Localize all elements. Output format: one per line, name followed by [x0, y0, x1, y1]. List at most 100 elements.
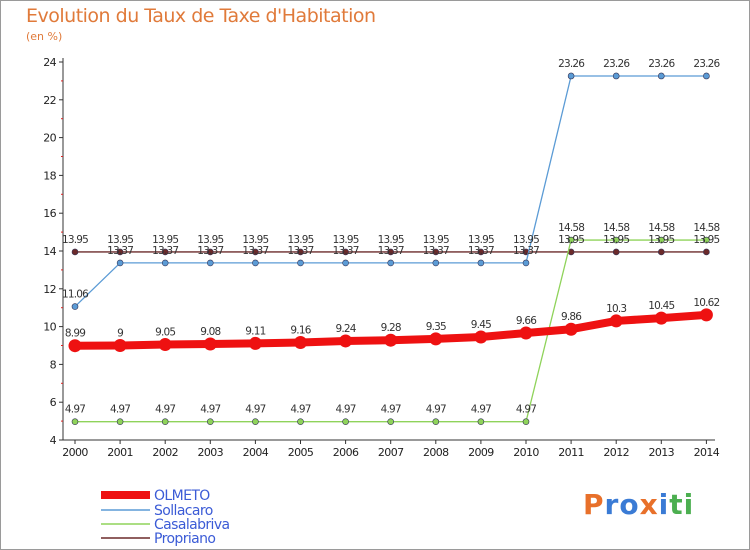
x-tick-label: 2014 [694, 446, 720, 459]
data-point [116, 248, 124, 256]
x-tick-label: 2003 [197, 446, 223, 459]
data-label: 13.37 [197, 245, 223, 257]
series-line-sollacaro [74, 75, 708, 308]
data-label: 4.97 [65, 404, 85, 416]
y-tick-label: 24 [43, 56, 56, 69]
data-label: 13.37 [333, 245, 359, 257]
legend-label: Sollacaro [154, 503, 213, 519]
x-tick-label: 2005 [288, 446, 314, 459]
data-label: 13.37 [242, 245, 268, 257]
data-point [567, 236, 575, 244]
data-point [432, 248, 440, 256]
x-tick-label: 2006 [333, 446, 359, 459]
data-point [522, 418, 530, 425]
data-point [342, 418, 349, 425]
data-point [294, 335, 307, 349]
y-tick-label: 16 [43, 207, 56, 220]
chart-title: Evolution du Taux de Taxe d'Habitation [26, 5, 376, 27]
data-label: 4.97 [516, 404, 536, 416]
data-label: 13.37 [152, 245, 178, 257]
data-label: 13.95 [693, 234, 719, 246]
data-point [703, 236, 710, 244]
data-point [654, 311, 668, 325]
data-point [519, 326, 533, 340]
data-point [387, 259, 395, 267]
data-point [342, 259, 349, 267]
data-point [657, 236, 665, 244]
data-point [657, 72, 665, 80]
data-label: 13.95 [107, 234, 133, 246]
data-label: 23.26 [558, 58, 585, 70]
x-tick-label: 2002 [152, 446, 178, 459]
data-point [387, 418, 395, 425]
proxiti-logo: Proxiti [583, 488, 694, 521]
data-label: 11.06 [62, 289, 89, 301]
data-point [387, 248, 395, 256]
data-point [71, 248, 79, 256]
data-label: 9.86 [561, 311, 582, 323]
data-point [203, 337, 217, 351]
y-tick-label: 18 [43, 169, 56, 182]
data-label: 14.58 [603, 222, 629, 234]
data-point [703, 248, 710, 256]
data-label: 9 [117, 328, 123, 340]
data-point [116, 418, 124, 425]
y-tick-label: 14 [43, 245, 56, 258]
data-point [429, 332, 443, 346]
data-point [522, 259, 530, 267]
data-point [71, 303, 79, 310]
data-label: 4.97 [200, 404, 220, 416]
data-label: 13.95 [378, 234, 404, 246]
y-tick-label: 12 [43, 283, 56, 296]
data-point [477, 259, 485, 267]
y-tick-label: 22 [43, 94, 56, 107]
data-point [564, 322, 578, 336]
data-point [477, 248, 485, 256]
data-point [161, 259, 169, 267]
data-point [342, 248, 349, 256]
data-label: 4.97 [381, 404, 401, 416]
data-label: 13.95 [558, 234, 584, 246]
data-label: 13.37 [423, 245, 449, 257]
data-label: 13.95 [648, 234, 674, 246]
y-tick-label: 6 [50, 396, 57, 409]
data-label: 13.95 [62, 234, 88, 246]
x-tick-label: 2011 [558, 446, 584, 459]
data-label: 13.95 [333, 234, 359, 246]
data-label: 4.97 [426, 404, 446, 416]
data-label: 13.37 [378, 245, 404, 257]
data-point [432, 418, 440, 425]
data-point [207, 418, 214, 425]
data-label: 13.95 [242, 234, 268, 246]
data-point [474, 330, 488, 344]
data-label: 13.95 [423, 234, 449, 246]
data-label: 8.99 [65, 328, 85, 340]
y-tick-label: 10 [43, 321, 56, 334]
data-point [71, 418, 79, 425]
data-label: 9.05 [155, 327, 175, 339]
data-label: 10.45 [648, 300, 674, 312]
x-tick-label: 2000 [62, 446, 88, 459]
data-point [207, 259, 214, 267]
x-tick-label: 2013 [648, 446, 674, 459]
y-tick-label: 4 [50, 434, 57, 447]
data-label: 9.16 [290, 324, 311, 336]
x-tick-label: 2007 [378, 446, 404, 459]
data-point [657, 248, 665, 256]
logo-letter: r [604, 488, 620, 521]
data-point [248, 336, 262, 350]
data-point [161, 248, 169, 256]
data-point [116, 259, 124, 267]
x-tick-label: 2001 [107, 446, 133, 459]
chart-unit: (en %) [26, 30, 63, 43]
legend-label: Propriano [154, 531, 215, 547]
data-label: 9.45 [471, 319, 491, 331]
data-label: 4.97 [336, 404, 356, 416]
data-label: 14.58 [648, 222, 674, 234]
x-tick-label: 2008 [423, 446, 449, 459]
axes: 4 6 8 10 12 14 16 18 20 22 24 2000 2001 2002 2003 2004 2… [43, 56, 720, 459]
data-label: 13.37 [287, 245, 313, 257]
data-label: 9.11 [245, 325, 265, 337]
data-point [477, 418, 485, 425]
